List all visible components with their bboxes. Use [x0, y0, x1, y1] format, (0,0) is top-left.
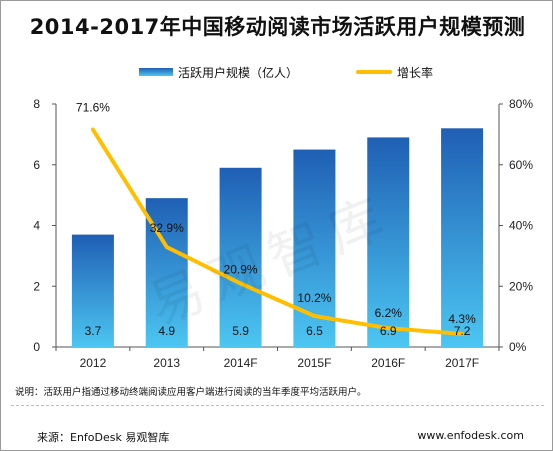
bar	[219, 167, 262, 347]
legend-line-label: 增长率	[397, 65, 433, 80]
rate-value-label: 4.3%	[448, 312, 476, 326]
rate-value-label: 6.2%	[375, 306, 403, 320]
bar	[441, 128, 484, 347]
right-tick-label: 20%	[509, 279, 533, 293]
bar-value-label: 6.9	[380, 324, 397, 338]
chart-title: 2014-2017年中国移动阅读市场活跃用户规模预测	[29, 15, 526, 39]
chart-note: 说明：活跃用户指通过移动终端阅读应用客户端进行阅读的当年季度平均活跃用户。	[15, 387, 367, 398]
bar-value-label: 4.9	[158, 324, 175, 338]
rate-value-label: 32.9%	[150, 221, 184, 235]
bar-value-label: 5.9	[232, 324, 249, 338]
bar-value-label: 3.7	[85, 324, 102, 338]
left-tick-label: 2	[33, 279, 40, 293]
x-tick-label: 2017F	[445, 356, 479, 370]
legend-bar-label: 活跃用户规模（亿人）	[178, 65, 298, 80]
divider	[11, 405, 544, 406]
x-tick-label: 2016F	[371, 356, 405, 370]
left-tick-label: 0	[33, 340, 40, 354]
right-tick-label: 40%	[509, 219, 533, 233]
right-tick-label: 0%	[509, 340, 527, 354]
website-text: www.enfodesk.com	[417, 429, 524, 442]
rate-value-label: 71.6%	[76, 101, 110, 115]
rate-value-label: 10.2%	[297, 291, 331, 305]
x-tick-label: 2012	[80, 356, 107, 370]
growth-rate-line	[90, 127, 465, 336]
source-text: 来源：EnfoDesk 易观智库	[37, 431, 170, 444]
x-tick-label: 2013	[153, 356, 180, 370]
bar-value-label: 6.5	[306, 324, 323, 338]
left-tick-label: 4	[33, 219, 40, 233]
bar-value-label: 7.2	[454, 324, 471, 338]
left-tick-label: 8	[33, 97, 40, 111]
legend-bar-swatch	[139, 68, 173, 76]
x-tick-label: 2015F	[297, 356, 331, 370]
bar	[367, 137, 410, 347]
x-tick-label: 2014F	[224, 356, 258, 370]
right-tick-label: 80%	[509, 97, 533, 111]
right-tick-label: 60%	[509, 158, 533, 172]
bar	[71, 234, 114, 347]
left-tick-label: 6	[33, 158, 40, 172]
rate-value-label: 20.9%	[224, 263, 258, 277]
